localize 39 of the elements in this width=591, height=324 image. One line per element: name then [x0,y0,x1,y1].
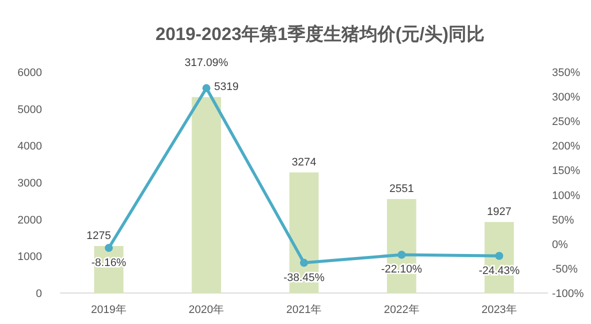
y-tick-label: 3000 [18,178,42,190]
y-tick-label: 4000 [18,140,42,153]
data-label: 2551 [389,183,414,196]
point [398,250,406,259]
y2-tick-label: 100% [552,190,580,202]
data-label: -8.16% [91,256,126,269]
y-tick-label: 2000 [18,214,42,226]
data-label: -38.45% [284,272,325,284]
y2-tick-label: 250% [552,116,580,128]
bar [192,97,222,293]
y-tick-label: 1000 [18,251,42,264]
y2-tick-label: 350% [552,67,580,79]
x-tick-label: 2022年 [384,304,420,316]
data-label: 3274 [292,156,316,168]
x-tick-label: 2020年 [188,304,224,316]
data-label: 1275 [86,230,112,242]
data-label: 1927 [486,206,512,218]
point [300,258,308,267]
y-tick-label: 0 [36,288,42,300]
point [495,252,504,260]
data-label: 317.09% [184,57,228,70]
point [202,84,210,92]
point [104,244,113,252]
x-tick-label: 2019年 [91,304,127,316]
y2-tick-label: 200% [552,140,580,153]
y2-tick-label: 150% [552,165,580,178]
y2-tick-label: 50% [552,214,574,226]
data-label: -22.10% [381,264,422,276]
y2-tick-label: 300% [552,92,580,104]
y2-tick-label: 0% [552,238,568,251]
y-tick-label: 6000 [18,67,42,79]
chart-title: 2019-2023年第1季度生猪均价(元/头)同比 [155,24,485,44]
y-tick-label: 5000 [18,104,42,116]
x-tick-label: 2021年 [286,304,322,316]
data-label: -24.43% [478,264,520,277]
x-tick-label: 2023年 [481,304,517,316]
y2-tick-label: -100% [552,288,584,300]
data-label: 5319 [214,81,239,94]
y2-tick-label: -50% [552,263,578,276]
